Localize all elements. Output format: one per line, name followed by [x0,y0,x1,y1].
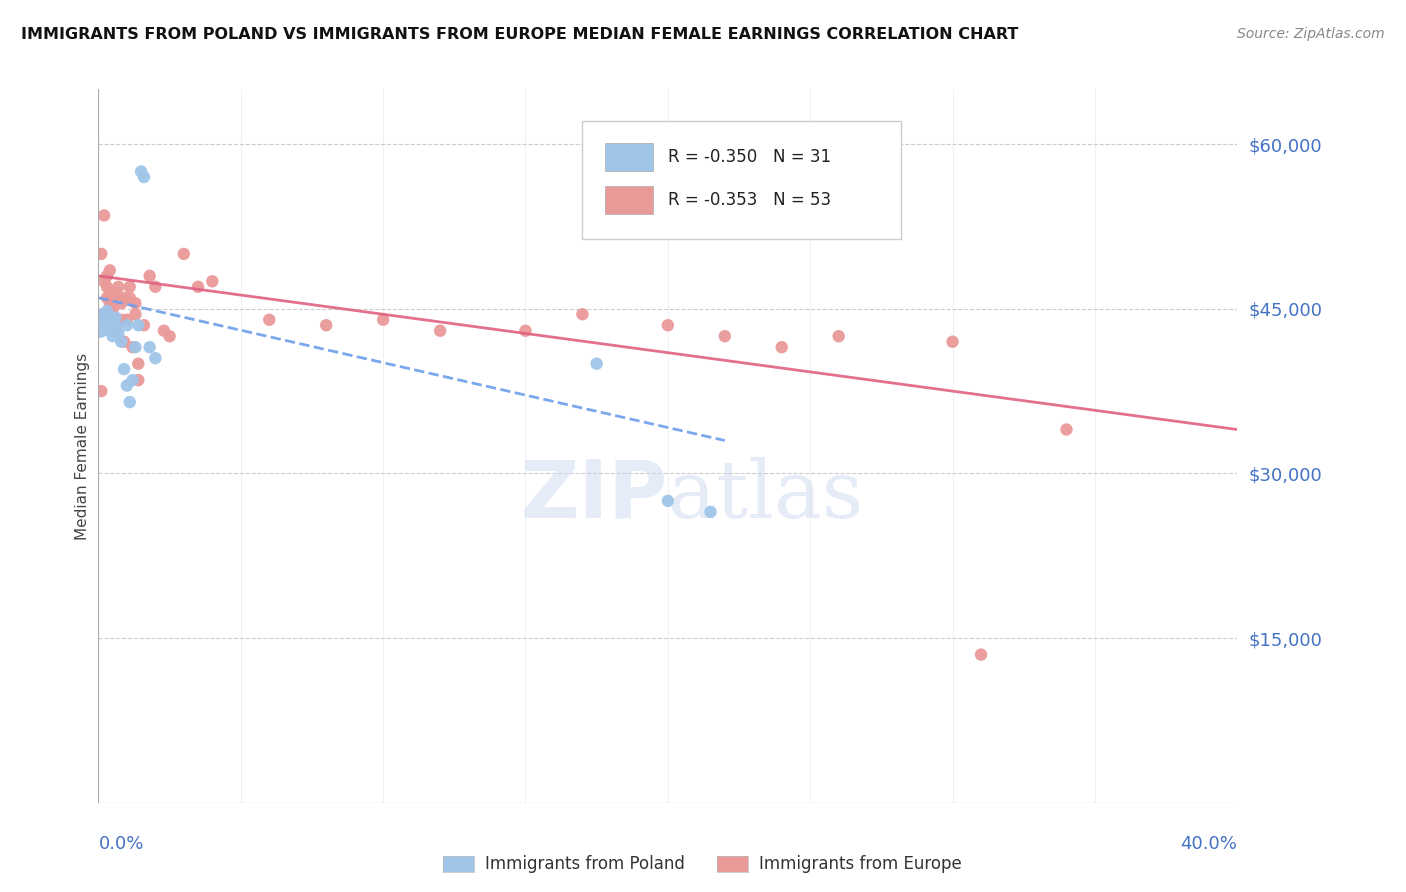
Point [571,307,593,321]
Point [96,312,118,326]
Point [101,301,124,316]
Text: Immigrants from Europe: Immigrants from Europe [759,855,962,873]
Point [93,274,115,288]
Point [714,329,737,343]
Text: Immigrants from Poland: Immigrants from Poland [485,855,685,873]
Point [104,285,127,300]
Point [173,247,195,261]
Point [657,318,679,333]
Point [121,340,143,354]
Point [115,312,138,326]
Point [315,318,337,333]
FancyBboxPatch shape [582,121,901,239]
Text: IMMIGRANTS FROM POLAND VS IMMIGRANTS FROM EUROPE MEDIAN FEMALE EARNINGS CORRELAT: IMMIGRANTS FROM POLAND VS IMMIGRANTS FRO… [21,27,1018,42]
Point [124,340,146,354]
Point [112,291,135,305]
Point [115,378,138,392]
Point [107,326,129,340]
Point [93,315,115,329]
Point [1056,423,1078,437]
Point [118,395,141,409]
Point [98,285,121,300]
Text: atlas: atlas [668,457,863,535]
Point [90,307,112,321]
Point [828,329,851,343]
Point [93,209,115,223]
Point [124,296,146,310]
Point [110,296,132,310]
Point [98,312,121,326]
Point [970,648,993,662]
Point [93,307,115,321]
Point [93,310,115,325]
FancyBboxPatch shape [605,143,652,171]
Point [104,310,127,325]
Point [90,384,112,398]
Point [145,351,167,366]
Point [132,318,155,333]
Point [201,274,224,288]
Text: Source: ZipAtlas.com: Source: ZipAtlas.com [1237,27,1385,41]
Point [132,169,155,184]
Point [98,324,121,338]
Point [96,291,118,305]
Point [657,494,679,508]
Point [110,334,132,349]
Point [153,324,176,338]
Point [112,362,135,376]
Point [121,373,143,387]
Point [373,312,395,326]
Point [770,340,793,354]
Point [107,291,129,305]
Point [585,357,607,371]
Point [101,307,124,321]
Point [110,312,132,326]
Point [90,247,112,261]
Point [101,324,124,338]
Text: R = -0.353   N = 53: R = -0.353 N = 53 [668,191,831,209]
Point [104,293,127,307]
Point [118,280,141,294]
Y-axis label: Median Female Earnings: Median Female Earnings [75,352,90,540]
Point [138,268,160,283]
Text: ZIP: ZIP [520,457,668,535]
Point [98,296,121,310]
Point [127,318,149,333]
Point [429,324,451,338]
Point [127,373,149,387]
Point [98,318,121,333]
FancyBboxPatch shape [605,186,652,214]
Point [101,329,124,343]
Text: 0.0%: 0.0% [98,835,143,853]
Point [138,340,160,354]
Point [115,318,138,333]
Point [96,304,118,318]
Point [159,329,181,343]
Point [942,334,965,349]
Point [259,312,281,326]
Point [96,280,118,294]
Point [96,268,118,283]
Point [98,312,121,326]
Point [129,164,152,178]
Point [96,321,118,335]
Point [87,318,110,333]
Point [124,307,146,321]
Point [98,263,121,277]
Point [101,291,124,305]
Point [101,315,124,329]
Point [515,324,537,338]
Point [104,318,127,333]
Point [107,280,129,294]
Point [93,318,115,333]
Point [118,291,141,305]
Point [112,334,135,349]
Text: 40.0%: 40.0% [1181,835,1237,853]
Point [127,357,149,371]
Text: R = -0.350   N = 31: R = -0.350 N = 31 [668,148,831,166]
Point [145,280,167,294]
Point [699,505,721,519]
Point [104,324,127,338]
Point [187,280,209,294]
